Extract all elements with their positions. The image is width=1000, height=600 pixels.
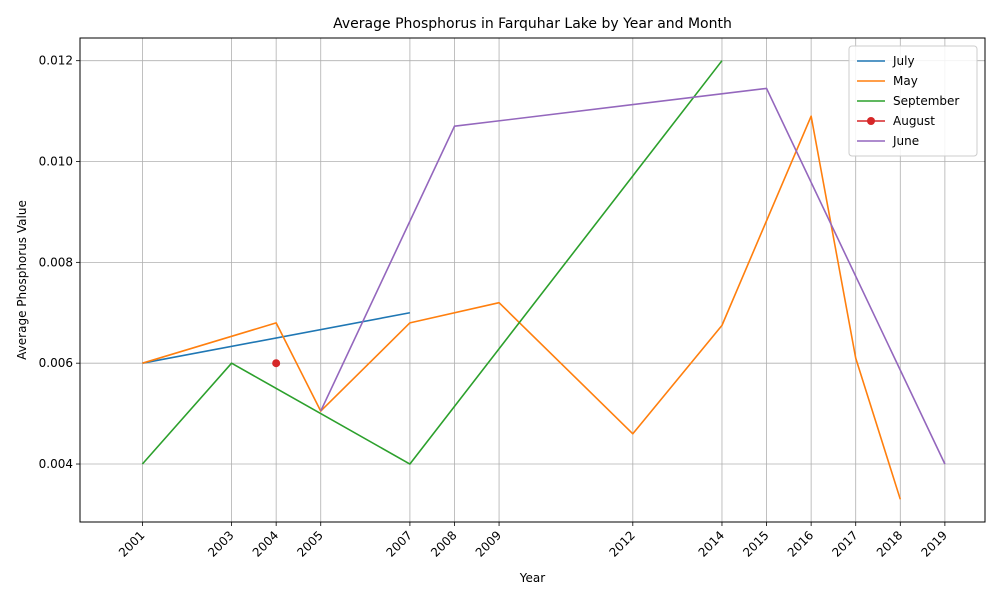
series-line-may [142,115,902,500]
y-tick-label: 0.004 [39,457,73,471]
plot-frame [79,37,986,523]
series-line-september [141,60,723,465]
y-tick-label: 0.006 [39,356,73,370]
data-point-august [272,359,281,368]
y-tick-label: 0.010 [39,155,73,169]
legend-box [848,45,978,157]
legend-marker-august [867,117,875,125]
series-lines [141,60,946,500]
legend-label-august: August [893,114,935,128]
y-axis-title: Average Phosphorus Value [15,200,29,360]
series-line-june [320,87,946,465]
legend: July May September August June [848,45,978,157]
legend-label-september: September [893,94,959,108]
chart-title: Average Phosphorus in Farquhar Lake by Y… [333,16,732,32]
legend-label-july: July [892,54,915,68]
y-axis-ticks: 0.004 0.006 0.008 0.010 0.012 [39,54,80,471]
legend-label-june: June [892,134,919,148]
y-tick-label: 0.012 [39,54,73,68]
legend-label-may: May [893,74,918,88]
series-line-july [142,311,411,364]
y-tick-label: 0.008 [39,255,73,269]
x-axis-title: Year [519,571,545,585]
